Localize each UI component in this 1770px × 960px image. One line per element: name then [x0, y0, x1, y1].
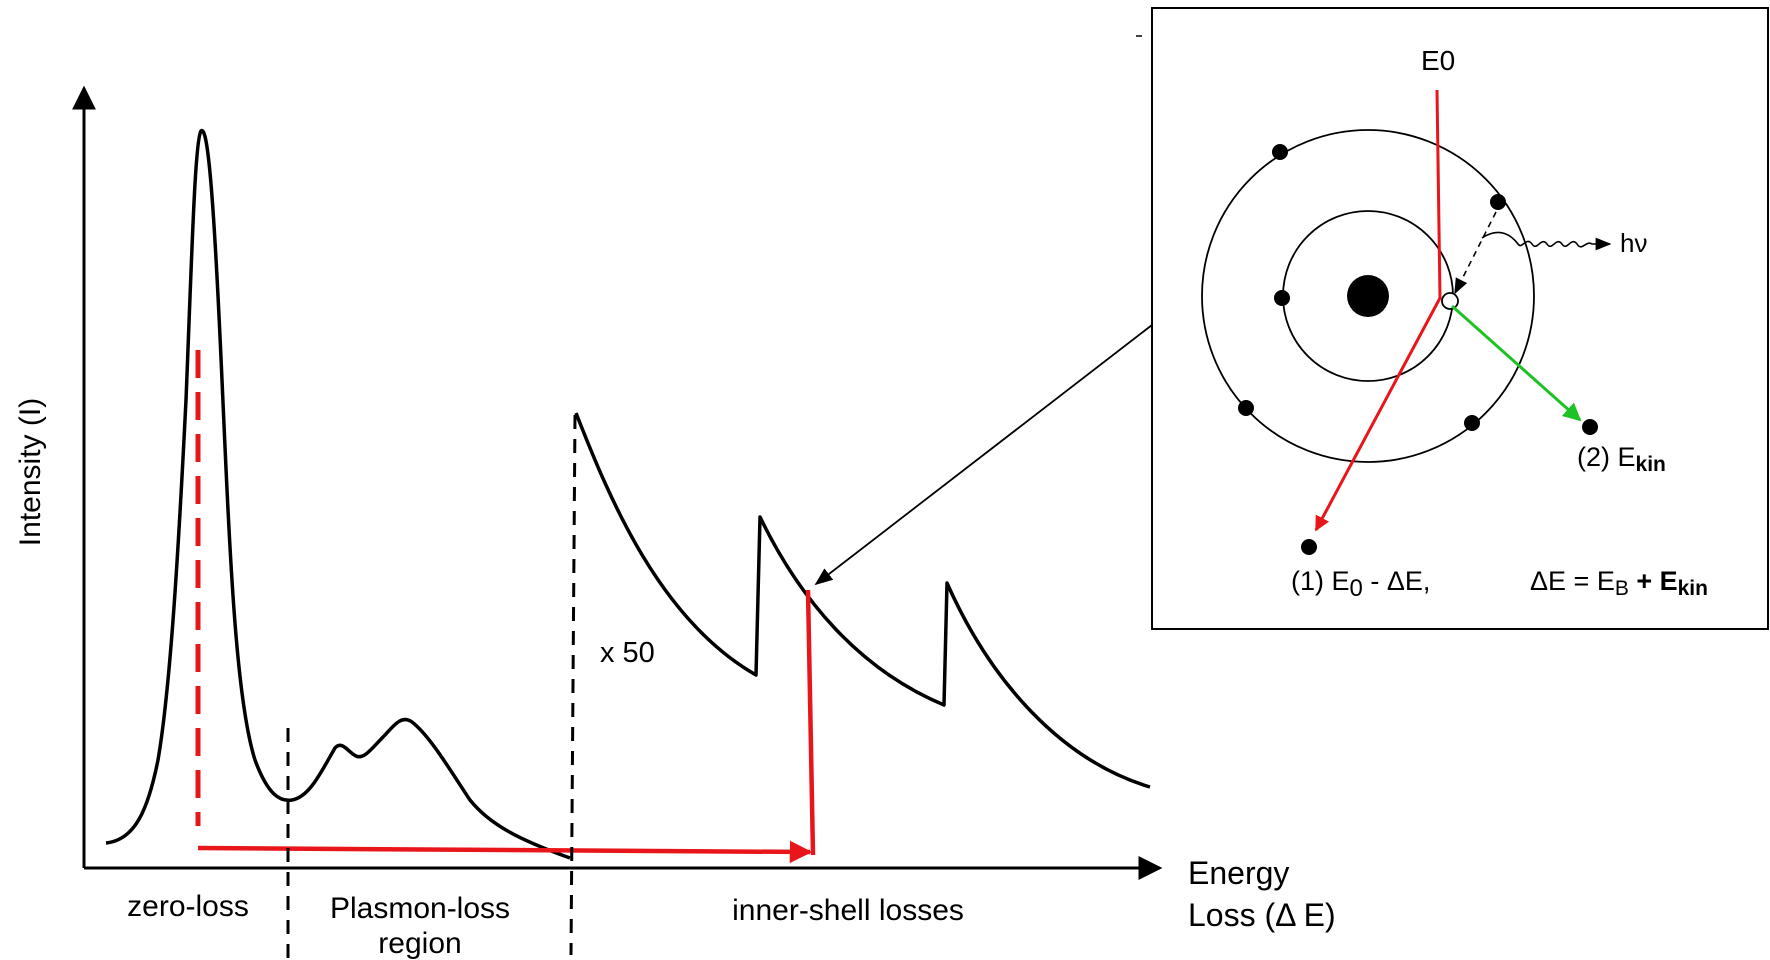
- x-axis-label-line1: Energy: [1188, 855, 1289, 891]
- outer-shell: [1201, 129, 1535, 463]
- incident-beam-red: [1314, 89, 1442, 532]
- photon-wave: [1481, 231, 1612, 251]
- region-inner-shell-label: inner-shell losses: [732, 894, 964, 927]
- x-axis-label-line2: Loss (Δ E): [1188, 897, 1336, 933]
- divider-plasmon-innershell: [569, 414, 577, 956]
- ejected-path-green: [1451, 304, 1582, 422]
- electron: [1238, 400, 1254, 416]
- incident-beam-label: E0: [1421, 45, 1455, 76]
- electron-scattered: [1301, 539, 1317, 555]
- scattered-label: (1) E0 - ΔE,: [1291, 566, 1430, 602]
- energy-relation-label: ΔE = EB + Ekin: [1530, 566, 1708, 600]
- spectrum-curve: [105, 128, 571, 860]
- photon-label: hν: [1620, 228, 1647, 258]
- electron: [1490, 194, 1506, 210]
- electron: [1464, 415, 1480, 431]
- inner-shell-curve: [574, 412, 1151, 789]
- region-zero-loss-label: zero-loss: [127, 890, 249, 923]
- relaxation-dashed-arrow: [1454, 211, 1497, 295]
- electron: [1274, 290, 1290, 306]
- y-axis-label: Intensity (I): [14, 398, 47, 546]
- region-plasmon-label-line1: Plasmon-loss: [330, 892, 510, 925]
- spectrum-plot: Intensity (I) Energy Loss (Δ E) zero-los…: [14, 85, 1336, 960]
- electron-ejected: [1582, 419, 1598, 435]
- electron: [1272, 144, 1288, 160]
- vacancy-hole: [1441, 292, 1459, 310]
- energy-loss-red-arrow: [197, 840, 813, 864]
- scale-factor-label: x 50: [600, 637, 655, 669]
- atom-inset: E0 hν (2) Ekin (1) E0 - ΔE, ΔE = EB + Ek…: [1136, 7, 1769, 630]
- edge-red-line: [805, 589, 816, 856]
- inset-frame: [1151, 7, 1769, 630]
- region-plasmon-label-line2: region: [378, 927, 461, 960]
- inset-pointer-line: [814, 324, 1153, 586]
- ejected-label: (2) Ekin: [1577, 442, 1666, 476]
- nucleus: [1347, 275, 1389, 317]
